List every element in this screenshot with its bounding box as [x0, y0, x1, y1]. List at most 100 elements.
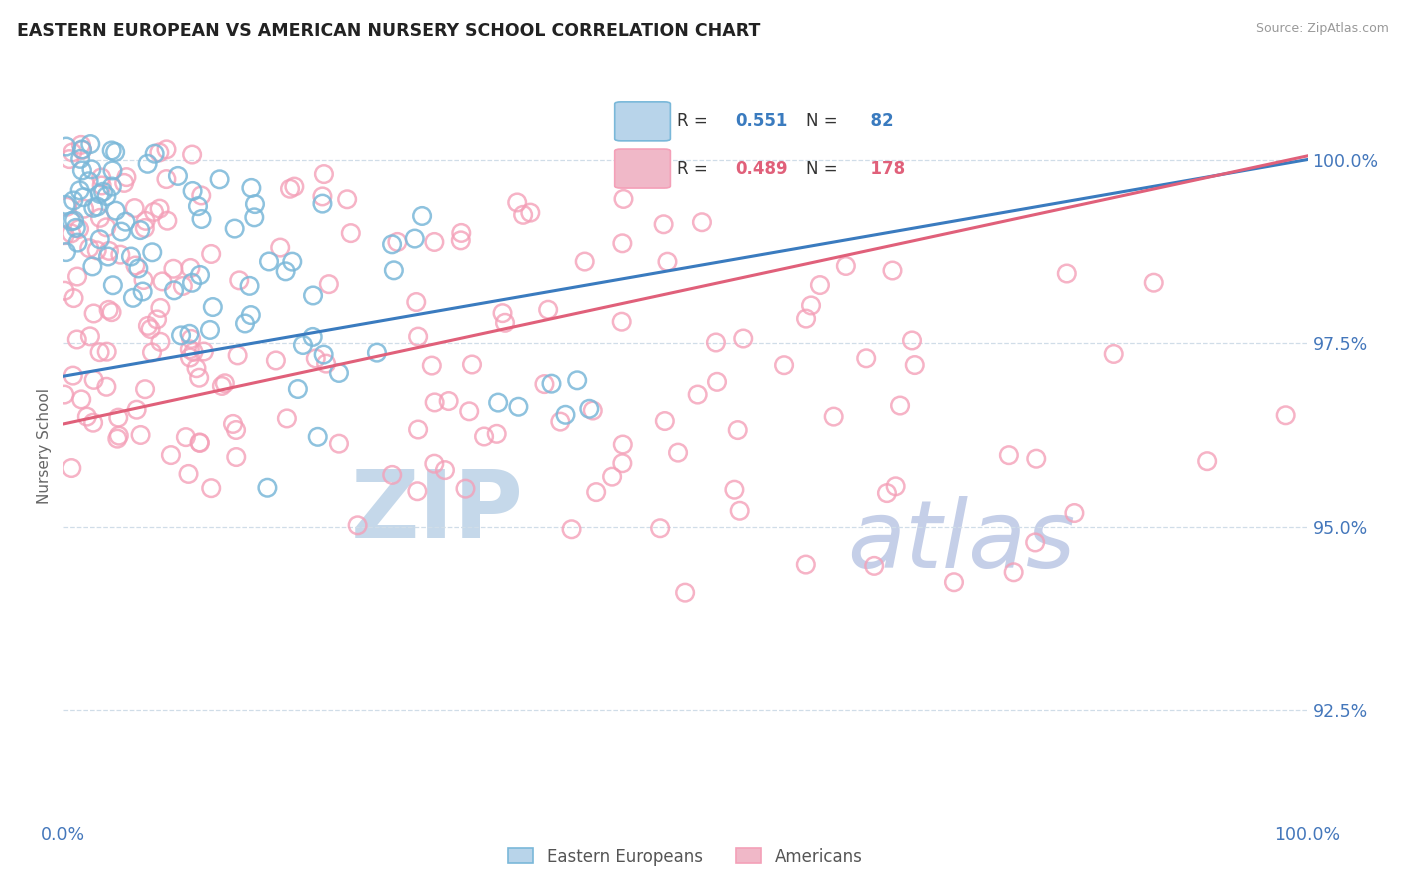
Point — [101, 278, 124, 293]
Point — [82, 416, 104, 430]
Point — [512, 208, 534, 222]
Point — [733, 332, 755, 346]
Point — [882, 263, 904, 277]
Point — [179, 343, 201, 357]
Point — [336, 192, 359, 206]
Text: 0.551: 0.551 — [735, 112, 787, 130]
Point — [574, 254, 596, 268]
FancyBboxPatch shape — [614, 149, 671, 188]
Point — [63, 213, 86, 227]
Point — [120, 250, 142, 264]
Point — [704, 335, 727, 350]
Text: N =: N = — [807, 160, 838, 178]
Point — [100, 305, 122, 319]
Point — [423, 457, 446, 471]
Point — [239, 308, 262, 322]
Point — [461, 358, 484, 372]
Point — [96, 189, 118, 203]
Point — [278, 182, 301, 196]
Point — [257, 254, 280, 268]
Point — [107, 410, 129, 425]
Point — [82, 201, 104, 215]
Point — [208, 172, 231, 186]
Point — [406, 329, 429, 343]
Point — [160, 448, 183, 462]
Point — [533, 377, 555, 392]
Point — [276, 411, 298, 425]
Point — [53, 228, 76, 243]
Point — [96, 220, 118, 235]
Point — [302, 288, 325, 302]
Point — [97, 302, 120, 317]
Point — [650, 521, 672, 535]
Point — [884, 479, 907, 493]
Legend: Eastern Europeans, Americans: Eastern Europeans, Americans — [502, 841, 869, 872]
Point — [79, 329, 101, 343]
Point — [889, 399, 911, 413]
Text: N =: N = — [807, 112, 838, 130]
Point — [612, 192, 634, 206]
Point — [657, 254, 679, 268]
Point — [89, 211, 111, 225]
Point — [652, 217, 675, 231]
Point — [60, 145, 83, 160]
FancyBboxPatch shape — [614, 102, 671, 141]
Point — [423, 395, 446, 409]
Point — [101, 179, 124, 194]
Point — [180, 332, 202, 346]
Point — [519, 205, 541, 219]
Point — [1274, 409, 1296, 423]
Point — [998, 448, 1021, 462]
Point — [53, 387, 76, 401]
Y-axis label: Nursery School: Nursery School — [37, 388, 52, 504]
Point — [162, 261, 184, 276]
Point — [134, 221, 156, 235]
Point — [179, 351, 201, 365]
Point — [225, 423, 247, 437]
Point — [143, 146, 166, 161]
Point — [366, 345, 388, 359]
Point — [108, 428, 131, 442]
Point — [174, 430, 197, 444]
Point — [537, 302, 560, 317]
Point — [1056, 267, 1078, 281]
Point — [214, 376, 236, 391]
Point — [328, 366, 350, 380]
Point — [901, 334, 924, 348]
Point — [179, 260, 201, 275]
Point — [86, 244, 108, 258]
Point — [835, 259, 858, 273]
Point — [405, 295, 427, 310]
Point — [240, 181, 263, 195]
Point — [454, 482, 477, 496]
Point — [136, 157, 159, 171]
Point — [222, 417, 245, 431]
Text: Source: ZipAtlas.com: Source: ZipAtlas.com — [1256, 22, 1389, 36]
Point — [673, 585, 696, 599]
Point — [1002, 566, 1025, 580]
Point — [65, 221, 87, 235]
Text: ZIP: ZIP — [350, 467, 523, 558]
Point — [83, 373, 105, 387]
Point — [188, 435, 211, 450]
Point — [77, 241, 100, 255]
Point — [287, 382, 309, 396]
Point — [458, 404, 481, 418]
Point — [198, 323, 221, 337]
Point — [124, 259, 146, 273]
Point — [89, 232, 111, 246]
Point — [494, 316, 516, 330]
Point — [727, 423, 749, 437]
Point — [486, 395, 509, 409]
Text: R =: R = — [676, 160, 707, 178]
Point — [90, 170, 112, 185]
Point — [101, 163, 124, 178]
Point — [404, 231, 426, 245]
Point — [181, 184, 204, 198]
Text: 0.489: 0.489 — [735, 160, 787, 178]
Point — [70, 392, 93, 407]
Point — [60, 227, 83, 241]
Point — [141, 345, 163, 359]
Point — [136, 318, 159, 333]
Point — [226, 348, 249, 362]
